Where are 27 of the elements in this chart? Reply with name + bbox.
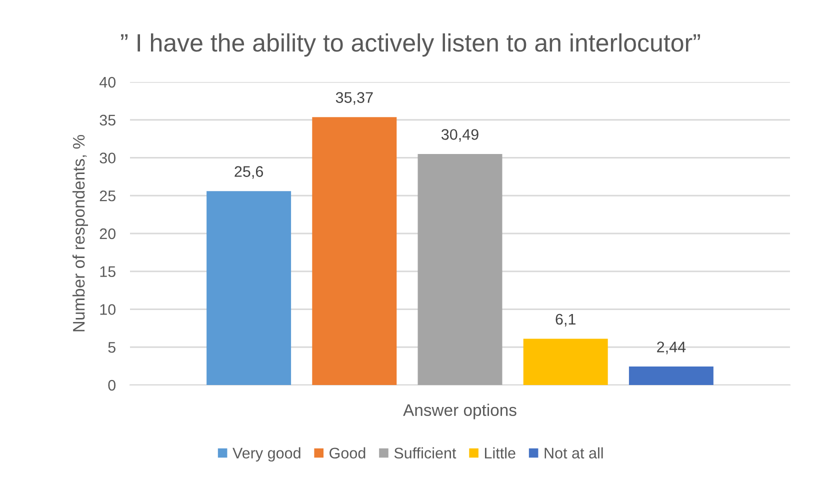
data-label: 30,49: [441, 129, 478, 142]
data-label: 6,1: [556, 314, 576, 326]
x-axis-title: Answer options: [403, 404, 516, 420]
bar: [312, 117, 397, 385]
y-tick-label: 30: [100, 152, 116, 164]
data-label: 25,6: [234, 166, 263, 179]
y-tick-label: 5: [108, 342, 116, 353]
legend-label: Very good: [232, 447, 300, 462]
bar: [628, 366, 714, 385]
data-label: 35,37: [336, 92, 373, 105]
y-tick-label: 40: [99, 76, 116, 88]
legend-label: Sufficient: [394, 447, 456, 459]
chart-title: ” I have the ability to actively listen to an interlocutor”: [121, 33, 700, 57]
y-tick-label: 20: [100, 228, 116, 240]
data-label: 2,44: [657, 342, 686, 354]
legend-label: Little: [484, 447, 516, 459]
legend-label: Not at all: [544, 447, 603, 459]
y-tick-label: 10: [100, 304, 116, 315]
bar: [206, 191, 292, 385]
y-axis-title: Number of respondents, %: [72, 134, 88, 332]
y-tick-label: 35: [100, 114, 116, 126]
y-tick-label: 15: [100, 266, 116, 278]
y-tick-label: 0: [108, 380, 116, 391]
legend-label: Good: [330, 447, 366, 459]
bar: [418, 154, 502, 385]
y-tick-label: 25: [100, 190, 116, 202]
bar: [523, 338, 608, 385]
